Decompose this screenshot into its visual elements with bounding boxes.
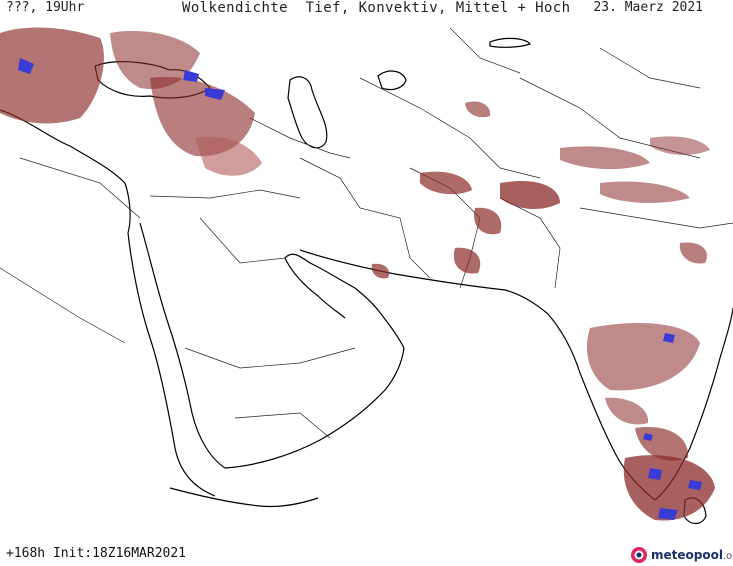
forecast-init-label: +168h Init:18Z16MAR2021	[6, 546, 187, 561]
cloud-cover-layer	[0, 27, 715, 521]
map-title: Wolkendichte Tief, Konvektiv, Mittel + H…	[182, 0, 571, 16]
brand-suffix: .org	[722, 551, 733, 562]
forecast-time-label: ???, 19Uhr	[6, 0, 85, 15]
country-borders	[0, 27, 733, 439]
brand-name: meteopool	[651, 548, 723, 562]
meteopool-brand[interactable]: meteopool.org	[630, 544, 733, 566]
cloud-density-map	[0, 27, 733, 525]
forecast-date: 23. Maerz 2021	[593, 0, 703, 15]
brand-text: meteopool.org	[651, 548, 733, 562]
coastlines	[0, 37, 733, 525]
meteopool-logo-icon	[631, 547, 647, 563]
